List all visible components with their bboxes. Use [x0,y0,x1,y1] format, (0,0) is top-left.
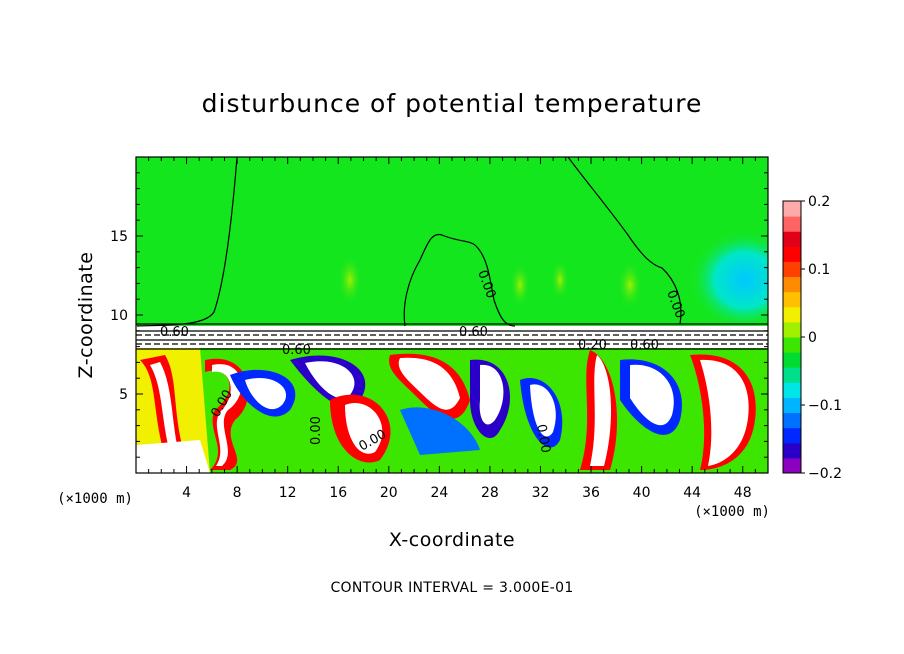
colorbar-tick-label: −0.1 [808,398,842,414]
x-tick-label: 20 [380,485,398,501]
colorbar-swatch [783,201,801,217]
x-axis: 4 8 12 16 20 24 28 32 36 40 44 48 [148,157,756,501]
colorbar-swatch [783,321,801,338]
colorbar-swatch [783,337,801,353]
light-anomaly [618,261,642,309]
y-axis: 5 10 15 [110,172,768,458]
x-tick-label: 8 [233,485,242,501]
colorbar-tick-label: 0.1 [808,262,830,278]
upper-layer-field [136,157,768,332]
contour-label: 0.60 [459,325,488,340]
chart-title: disturbunce of potential temperature [202,89,703,118]
inversion-band [136,326,768,350]
y-axis-title: Z-coordinate [75,252,97,379]
colorbar-labels: 0.2 0.1 0 −0.1 −0.2 [801,194,842,482]
colorbar-swatch [783,367,801,383]
colorbar [782,200,802,474]
contour-interval-note: CONTOUR INTERVAL = 3.000E-01 [330,580,573,596]
colorbar-swatch [783,246,801,262]
x-tick-label: 12 [279,485,297,501]
x-tick-label: 48 [734,485,752,501]
light-anomaly [338,255,362,305]
contour-label: 0.00 [309,416,324,445]
x-tick-label: 28 [481,485,499,501]
x-tick-label: 36 [582,485,600,501]
colorbar-tick-label: 0.2 [808,194,830,210]
x-tick-label: 4 [182,485,191,501]
colorbar-swatch [783,216,801,232]
contour-label: 0.60 [160,325,189,340]
colorbar-swatch [783,352,801,368]
light-anomaly [551,260,569,300]
light-anomaly [510,263,530,307]
colorbar-swatch [783,306,801,323]
x-axis-title: X-coordinate [389,529,515,551]
contour-lines [136,157,768,350]
contour-label: 0.60 [282,343,311,358]
mixed-layer-field [136,348,768,473]
y-tick-label: 10 [110,308,128,324]
colorbar-tick-label: 0 [808,330,817,346]
y-tick-label: 15 [110,229,128,245]
colorbar-tick-label: −0.2 [808,466,842,482]
colorbar-swatch [783,276,801,293]
y-axis-unit: (×1000 m) [57,491,133,507]
x-tick-label: 44 [683,485,701,501]
colorbar-swatch [783,261,801,278]
y-tick-label: 5 [119,387,128,403]
contour-label: 0.20 [578,338,607,353]
colorbar-swatch [783,457,801,474]
colorbar-swatch [783,397,801,414]
plot-area: 0.60 0.60 0.60 0.60 0.20 0.00 0.00 0.00 … [136,157,768,473]
contour-label: 0.00 [533,423,553,454]
contour-label: 0.60 [630,338,659,353]
colorbar-swatch [783,427,801,444]
cyan-anomaly [690,230,768,330]
colorbar-swatch [783,231,801,247]
x-tick-label: 40 [633,485,651,501]
colorbar-swatch [783,382,801,398]
colorbar-swatch [783,291,801,308]
colorbar-swatch [783,412,801,429]
colorbar-swatch [783,442,801,459]
x-tick-label: 32 [532,485,550,501]
x-axis-unit: (×1000 m) [694,504,770,520]
x-tick-label: 16 [329,485,347,501]
x-tick-label: 24 [430,485,448,501]
